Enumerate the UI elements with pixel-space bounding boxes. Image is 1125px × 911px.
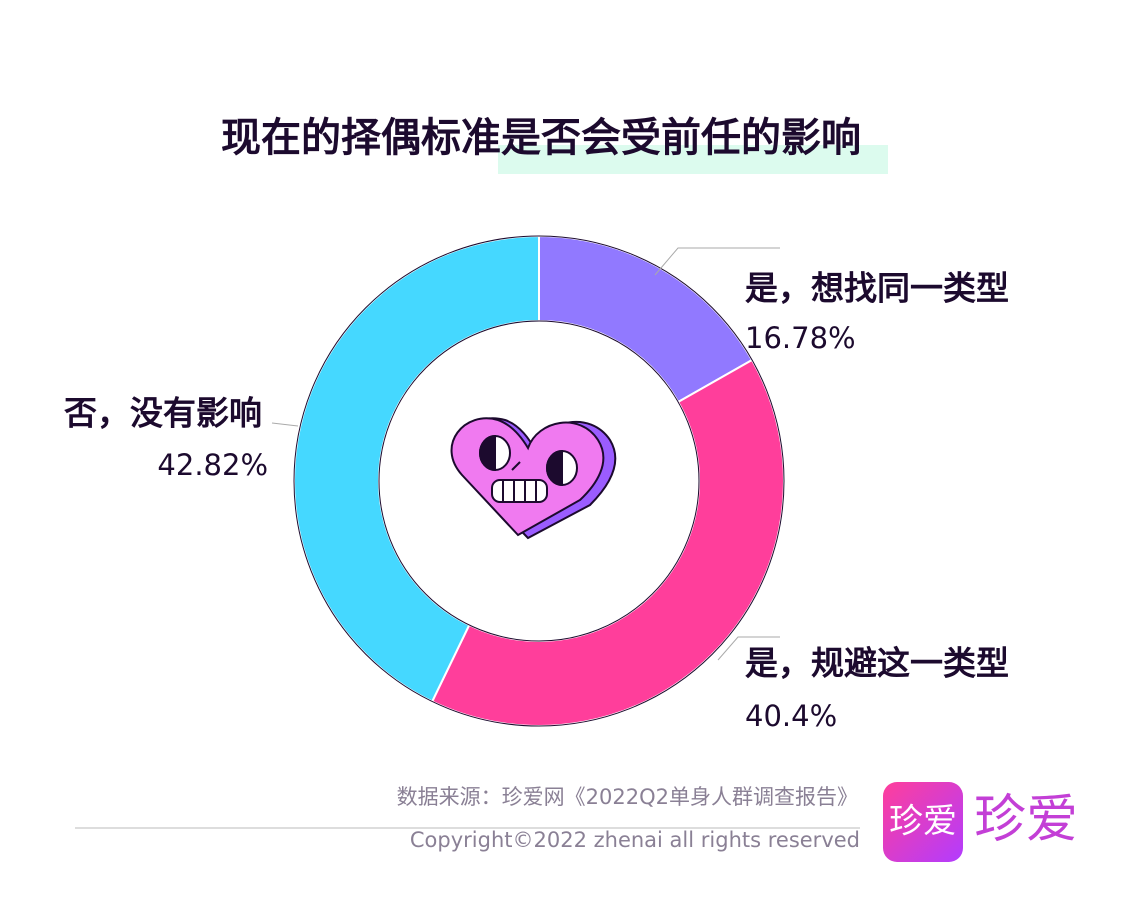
donut-inner-outline — [378, 320, 700, 642]
value-label: 40.4% — [745, 699, 837, 733]
leader-line — [717, 636, 780, 661]
donut — [293, 234, 785, 727]
leader-line — [271, 422, 299, 427]
value-label: 42.82% — [157, 448, 268, 482]
legend-label: 是，想找同一类型 — [745, 269, 1009, 308]
brand-icon — [883, 782, 963, 862]
legend-label: 是，规避这一类型 — [745, 644, 1009, 683]
leader-line — [654, 247, 780, 276]
donut-slice — [430, 358, 785, 727]
labels: 是，想找同一类型 16.78% 是，规避这一类型 40.4% 否，没有影响 42.82% — [64, 247, 1009, 733]
chart-title: 现在的择偶标准是否会受前任的影响 — [221, 115, 861, 161]
title-highlight — [498, 145, 888, 174]
brand-wordmark: 珍爱 — [974, 790, 1078, 850]
value-label: 16.78% — [745, 321, 856, 355]
legend-label: 否，没有影响 — [64, 394, 262, 433]
heart-icon — [450, 417, 617, 540]
brand-icon-text: 珍爱 — [889, 802, 957, 842]
source-note: 数据来源：珍爱网《2022Q2单身人群调查报告》 — [397, 785, 858, 809]
donut-outline — [293, 235, 785, 727]
copyright: Copyright©2022 zhenai all rights reserve… — [410, 828, 860, 852]
